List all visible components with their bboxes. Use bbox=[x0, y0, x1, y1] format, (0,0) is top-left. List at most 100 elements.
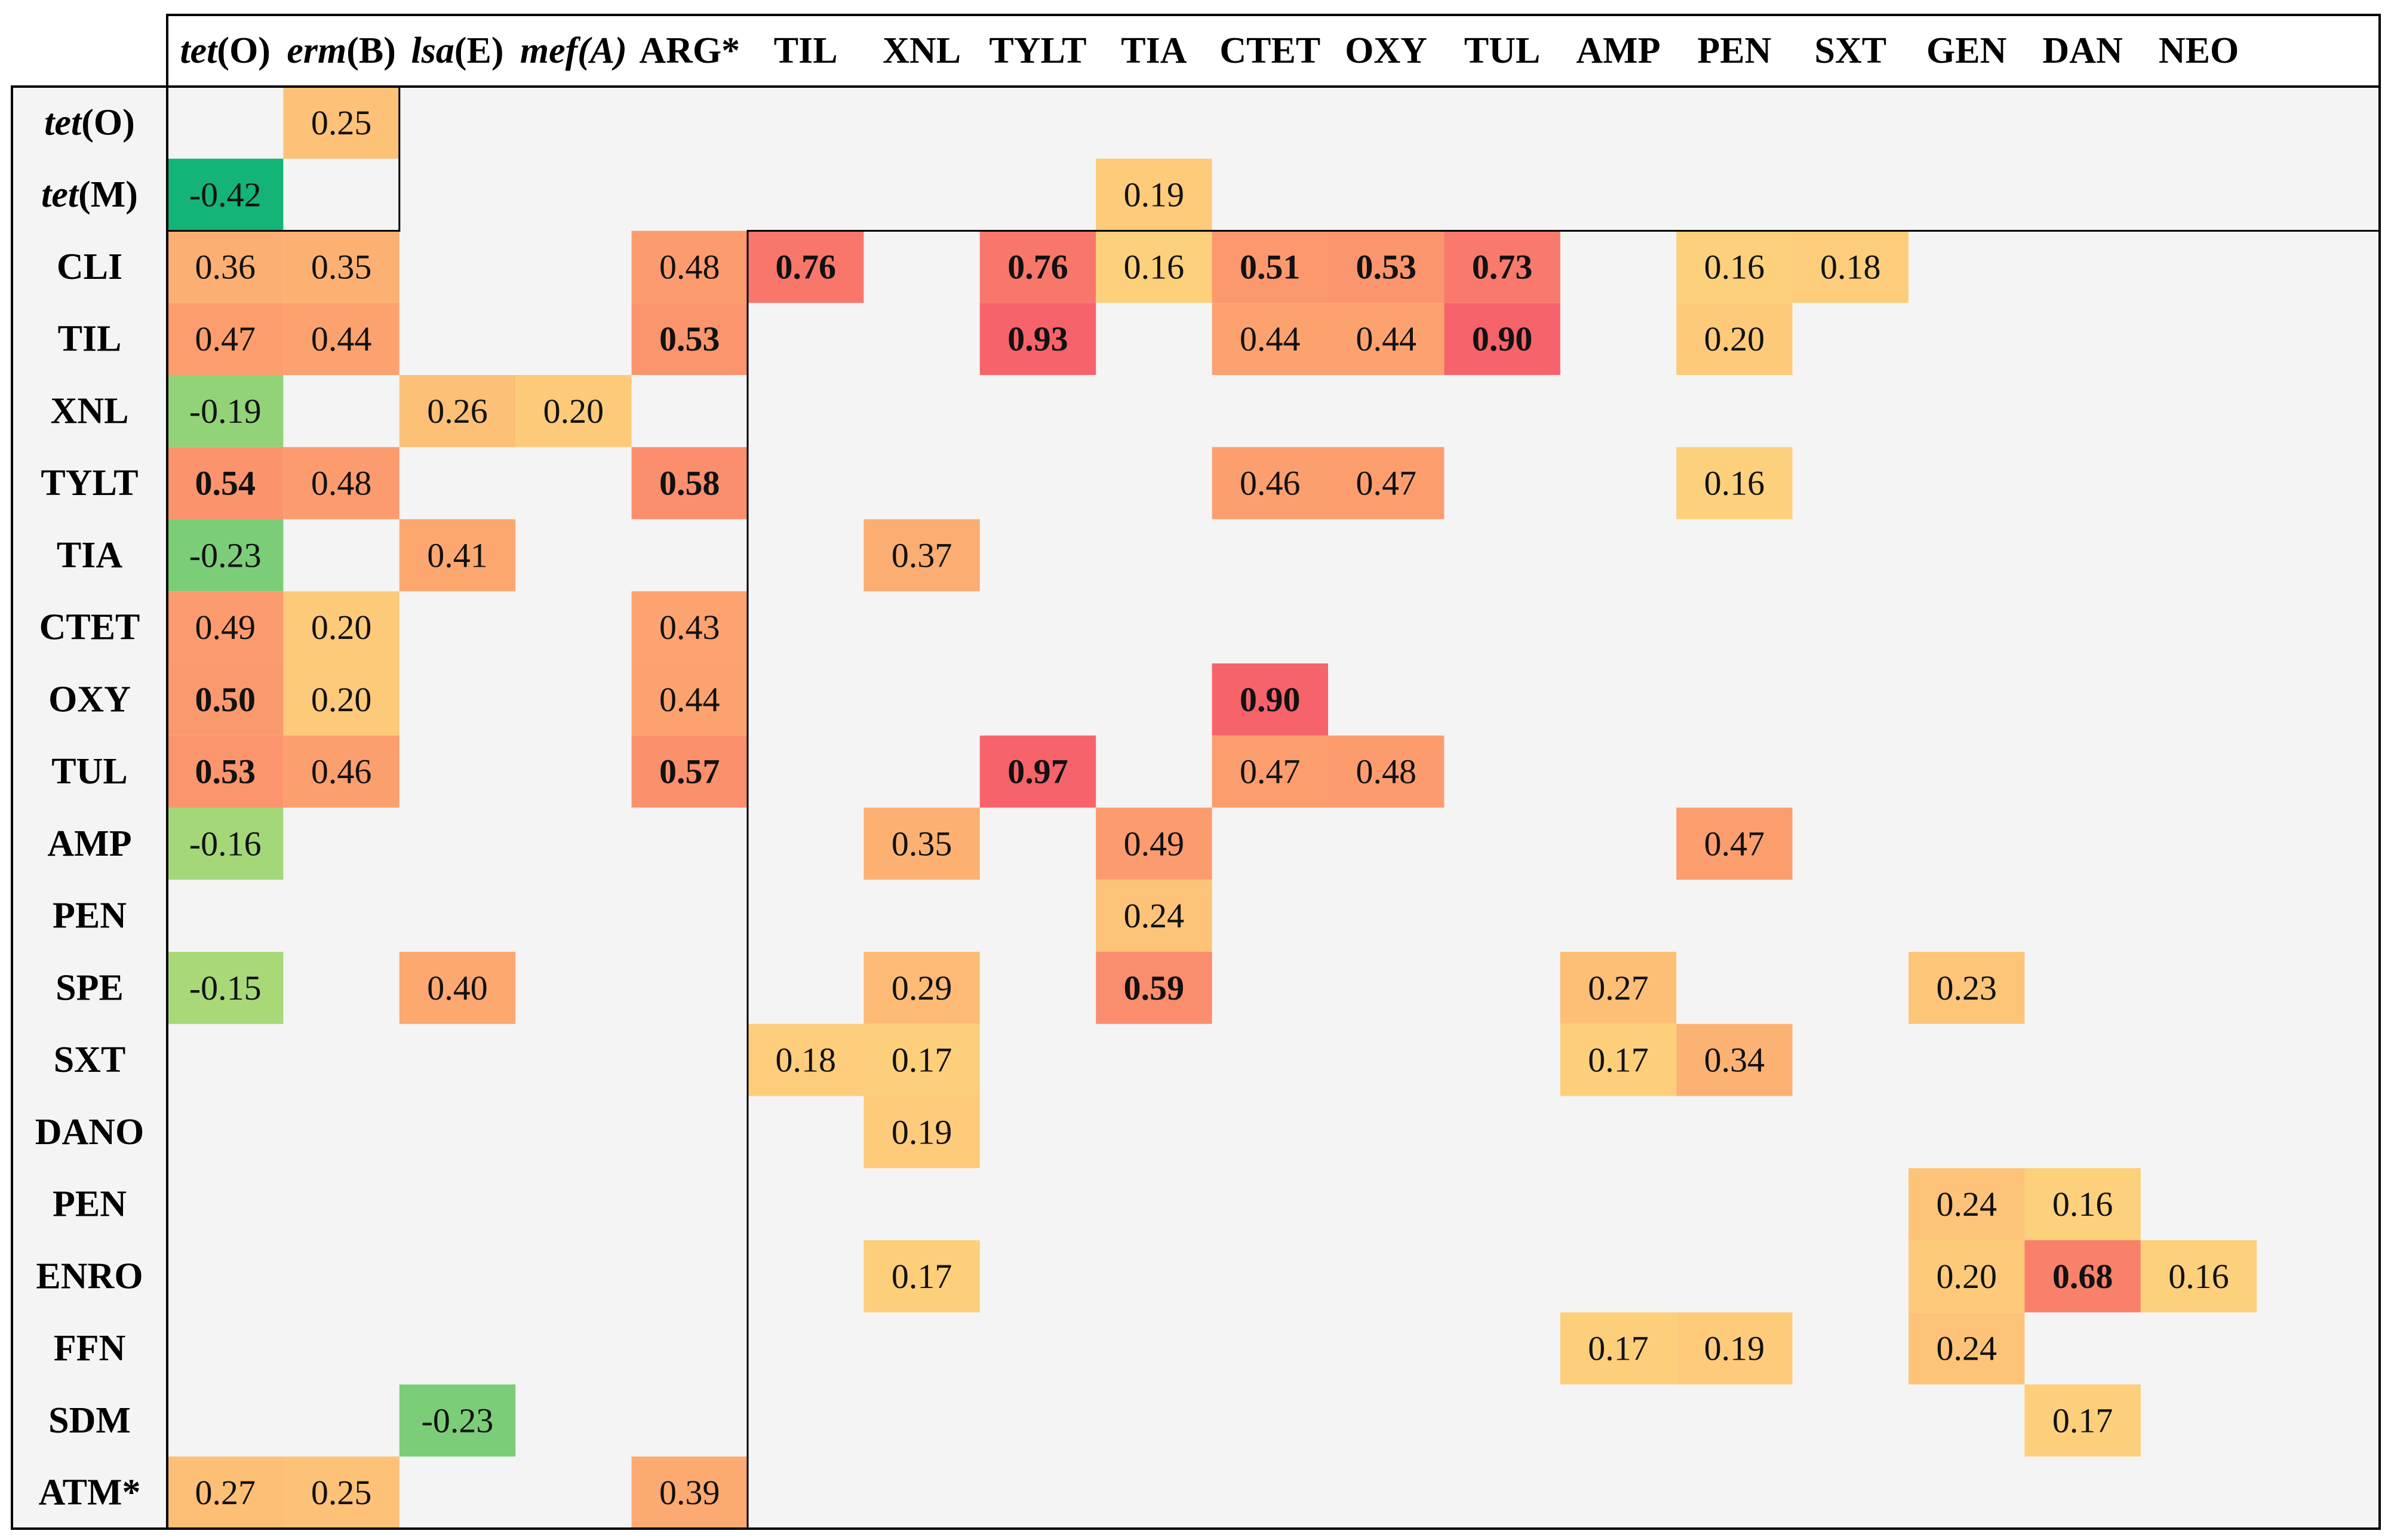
heatmap-cell-value: 0.17 bbox=[892, 1041, 952, 1080]
row-header-oxy: OXY bbox=[48, 679, 131, 720]
row-header-sdm: SDM bbox=[48, 1400, 131, 1441]
heatmap-cell: 0.18 bbox=[748, 1023, 864, 1096]
heatmap-cell: 0.54 bbox=[167, 447, 284, 520]
heatmap-cell-fill bbox=[399, 375, 516, 447]
column-header-mef-a: mef(A) bbox=[520, 30, 627, 71]
heatmap-cell-value: 0.48 bbox=[311, 464, 372, 503]
heatmap-cell-fill bbox=[863, 1023, 980, 1096]
heatmap-cell-value: 0.20 bbox=[311, 608, 372, 647]
column-header-sxt: SXT bbox=[1814, 30, 1886, 71]
row-header-amp: AMP bbox=[47, 823, 131, 864]
heatmap-cell-fill bbox=[167, 1456, 284, 1529]
heatmap-cell: 0.16 bbox=[2024, 1168, 2141, 1240]
heatmap-cell: 0.23 bbox=[1909, 952, 2025, 1024]
heatmap-cell: 0.39 bbox=[631, 1456, 748, 1529]
heatmap-cell-value: 0.35 bbox=[311, 247, 372, 286]
header-text-part: DAN bbox=[2042, 30, 2122, 71]
heatmap-cell-value: 0.24 bbox=[1124, 896, 1185, 935]
heatmap-cell-fill bbox=[1792, 230, 1909, 303]
heatmap-cell: 0.76 bbox=[979, 230, 1096, 303]
heatmap-cell-value: 0.24 bbox=[1936, 1185, 1997, 1224]
heatmap-cell-fill bbox=[515, 375, 632, 447]
heatmap-cell-fill bbox=[631, 230, 748, 303]
heatmap-cell: 0.17 bbox=[1560, 1023, 1677, 1096]
heatmap-cell-fill bbox=[1212, 230, 1328, 303]
heatmap-cell-fill bbox=[1328, 447, 1445, 520]
heatmap-cell-fill bbox=[2140, 1240, 2257, 1312]
heatmap-cell: 0.20 bbox=[283, 591, 399, 663]
heatmap-cell-fill bbox=[631, 591, 748, 663]
header-text-part: lsa bbox=[411, 30, 454, 71]
row-header-pen: PEN bbox=[53, 1184, 127, 1225]
heatmap-cell-fill bbox=[863, 807, 980, 880]
header-text-part: FFN bbox=[54, 1328, 126, 1369]
heatmap-cell-fill bbox=[1328, 303, 1445, 375]
header-text-part: TUL bbox=[1464, 30, 1540, 71]
row-header-enro: ENRO bbox=[36, 1256, 143, 1296]
heatmap-cell: 0.44 bbox=[1328, 303, 1445, 375]
header-text-part: (B) bbox=[346, 30, 396, 71]
heatmap-cell-value: 0.47 bbox=[1240, 752, 1301, 791]
heatmap-cell: 0.37 bbox=[863, 519, 980, 592]
column-header-amp: AMP bbox=[1576, 30, 1660, 71]
heatmap-cell: 0.29 bbox=[863, 952, 980, 1024]
heatmap-cell: -0.23 bbox=[167, 519, 284, 592]
heatmap-cell: 0.44 bbox=[631, 663, 748, 736]
heatmap-cell: 0.16 bbox=[1676, 447, 1793, 520]
heatmap-cell-fill bbox=[2024, 1384, 2141, 1457]
heatmap-cell-fill bbox=[1909, 1240, 2025, 1312]
heatmap-cell-fill bbox=[399, 1384, 516, 1457]
heatmap-cell-value: 0.20 bbox=[1936, 1257, 1997, 1296]
heatmap-cell-fill bbox=[283, 87, 399, 159]
column-header-ctet: CTET bbox=[1219, 30, 1320, 71]
heatmap-cell: 0.47 bbox=[1212, 735, 1328, 808]
row-headers: tet(O)tet(M)CLITILXNLTYLTTIACTETOXYTULAM… bbox=[35, 102, 145, 1513]
heatmap-cell-fill bbox=[1676, 230, 1793, 303]
header-text-part: TIL bbox=[58, 319, 122, 359]
heatmap-cell-fill bbox=[167, 735, 284, 808]
heatmap-cell: 0.17 bbox=[2024, 1384, 2141, 1457]
row-header-sxt: SXT bbox=[54, 1040, 126, 1080]
header-text-part: tet bbox=[41, 174, 79, 215]
heatmap-cell: 0.59 bbox=[1096, 952, 1212, 1024]
heatmap-cell: 0.53 bbox=[1328, 230, 1445, 303]
header-text-part: SXT bbox=[54, 1040, 126, 1080]
heatmap-cell-fill bbox=[863, 1240, 980, 1312]
header-text-part: AMP bbox=[47, 823, 131, 864]
row-header-xnl: XNL bbox=[51, 391, 129, 431]
header-text-part: tet bbox=[180, 30, 218, 71]
heatmap-cell: 0.20 bbox=[1909, 1240, 2025, 1312]
heatmap-cell-value: 0.54 bbox=[195, 464, 256, 503]
row-header-spe: SPE bbox=[56, 967, 124, 1008]
heatmap-cell-fill bbox=[631, 1456, 748, 1529]
header-text-part: DANO bbox=[35, 1112, 145, 1152]
heatmap-cell-value: 0.48 bbox=[1356, 752, 1416, 791]
heatmap-cell-fill bbox=[283, 230, 399, 303]
heatmap-cell-value: 0.27 bbox=[1588, 969, 1649, 1007]
heatmap-cell-value: 0.59 bbox=[1124, 969, 1185, 1007]
heatmap-cell-fill bbox=[1909, 1312, 2025, 1385]
column-header-tet-o: tet(O) bbox=[180, 30, 271, 71]
heatmap-cell-value: 0.44 bbox=[311, 319, 372, 358]
heatmap-cell: 0.26 bbox=[399, 375, 516, 447]
heatmap-cell-value: 0.57 bbox=[659, 752, 720, 791]
heatmap-cell: 0.20 bbox=[1676, 303, 1793, 375]
header-text-part: ENRO bbox=[36, 1256, 143, 1296]
heatmap-cell-fill bbox=[2024, 1168, 2141, 1240]
heatmap-cell-fill bbox=[631, 303, 748, 375]
row-header-til: TIL bbox=[58, 319, 122, 359]
column-header-gen: GEN bbox=[1926, 30, 2006, 71]
heatmap-cell-value: 0.46 bbox=[311, 752, 372, 791]
heatmap-cell: 0.40 bbox=[399, 952, 516, 1024]
heatmap-cell: 0.47 bbox=[1328, 447, 1445, 520]
row-header-pen: PEN bbox=[53, 896, 127, 936]
column-header-til: TIL bbox=[774, 30, 838, 71]
heatmap-cell-fill bbox=[1212, 303, 1328, 375]
heatmap-cell-fill bbox=[1676, 447, 1793, 520]
heatmap-cell-value: 0.47 bbox=[1356, 464, 1416, 503]
heatmap-cell: 0.20 bbox=[515, 375, 632, 447]
heatmap-cell-value: 0.46 bbox=[1240, 464, 1301, 503]
heatmap-cell: 0.51 bbox=[1212, 230, 1328, 303]
header-text-part: CTET bbox=[39, 607, 140, 648]
